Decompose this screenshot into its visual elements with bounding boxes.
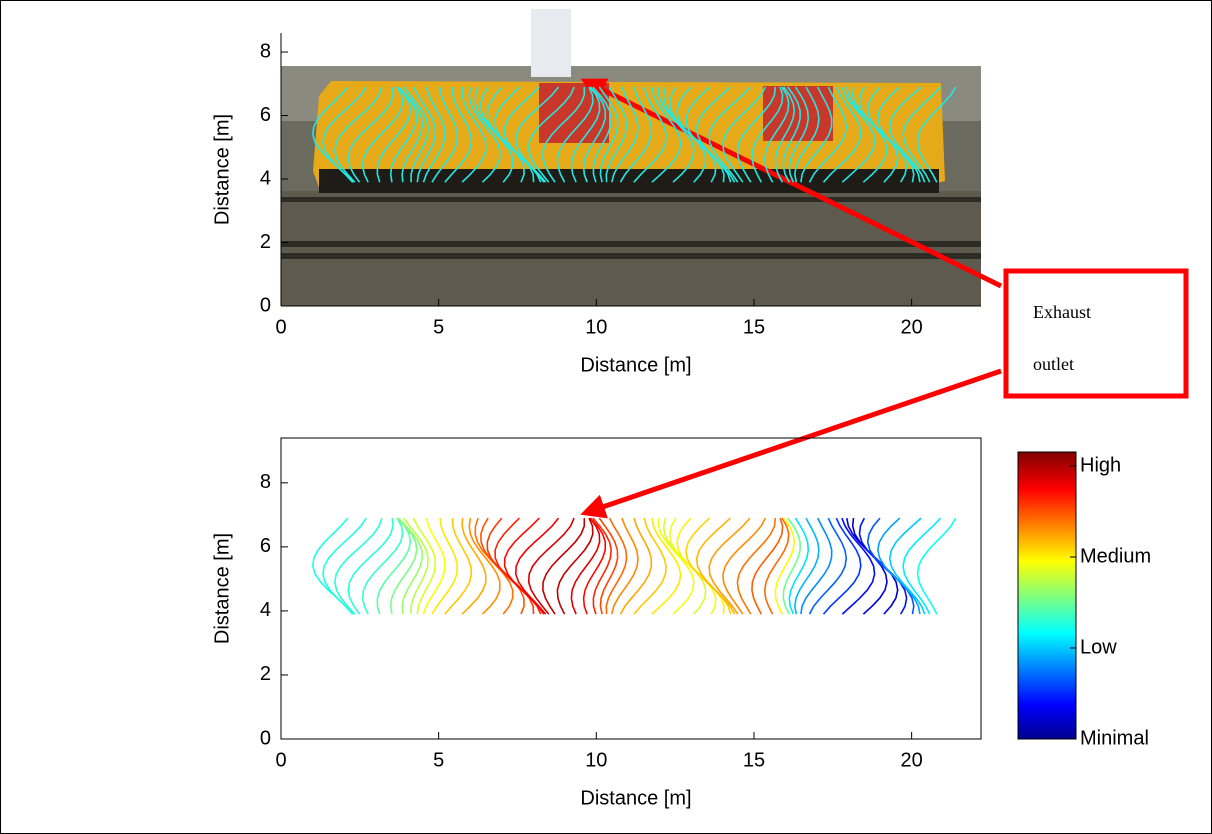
x-tick-label: 0 [275,316,286,338]
x-tick-label: 10 [585,749,607,771]
x-tick-label: 20 [901,316,923,338]
contours [313,518,956,614]
contour-line [903,518,941,614]
arrow [585,371,1001,513]
contour-line [363,518,403,614]
colorbar-label: High [1080,454,1121,476]
y-axis-label: Distance [m] [211,533,233,644]
x-tick-label: 10 [585,316,607,338]
y-tick-label: 8 [260,471,271,493]
contour-line [487,518,533,614]
contour-line [481,518,524,614]
y-tick-label: 8 [260,40,271,62]
x-axis-label: Distance [m] [580,787,691,809]
y-tick-label: 2 [260,231,271,253]
x-tick-label: 5 [433,316,444,338]
y-tick-label: 0 [260,727,271,749]
contour-line [377,518,410,614]
contour-line [658,518,694,614]
y-tick-label: 4 [260,599,271,621]
x-tick-label: 15 [743,749,765,771]
contour-line [775,518,794,614]
contour-line [313,518,353,614]
contour-line [918,518,956,614]
contour-line [571,518,599,614]
contour-line [801,518,832,614]
colorbar-label: Minimal [1080,727,1149,749]
annotation: Exhaust outlet [1033,286,1123,390]
colorbar-label: Medium [1080,545,1151,567]
contour-line [878,518,920,614]
contour-line [677,518,724,614]
x-axis-label: Distance [m] [580,354,691,376]
x-tick-label: 5 [433,749,444,771]
colorbar-label: Low [1080,636,1117,658]
colorbar [1018,452,1076,739]
contour-line [543,518,584,614]
figure: 0510152002468Distance [m]Distance [m]051… [0,0,1212,834]
contour-line [469,518,500,614]
y-tick-label: 6 [260,104,271,126]
y-tick-label: 0 [260,294,271,316]
plot-area [281,438,981,739]
x-tick-label: 0 [275,749,286,771]
x-tick-label: 15 [743,316,765,338]
y-tick-label: 4 [260,167,271,189]
y-tick-label: 2 [260,663,271,685]
y-axis-label: Distance [m] [211,114,233,225]
chart: 0510152002468Distance [m]Distance [m]051… [1,1,1211,833]
contour-line [335,518,382,614]
contour-line [847,518,887,614]
y-tick-label: 6 [260,535,271,557]
train-photo [281,9,981,306]
x-tick-label: 20 [901,749,923,771]
contour-line [495,518,541,614]
contour-line [795,518,819,614]
contour-line [557,518,592,614]
